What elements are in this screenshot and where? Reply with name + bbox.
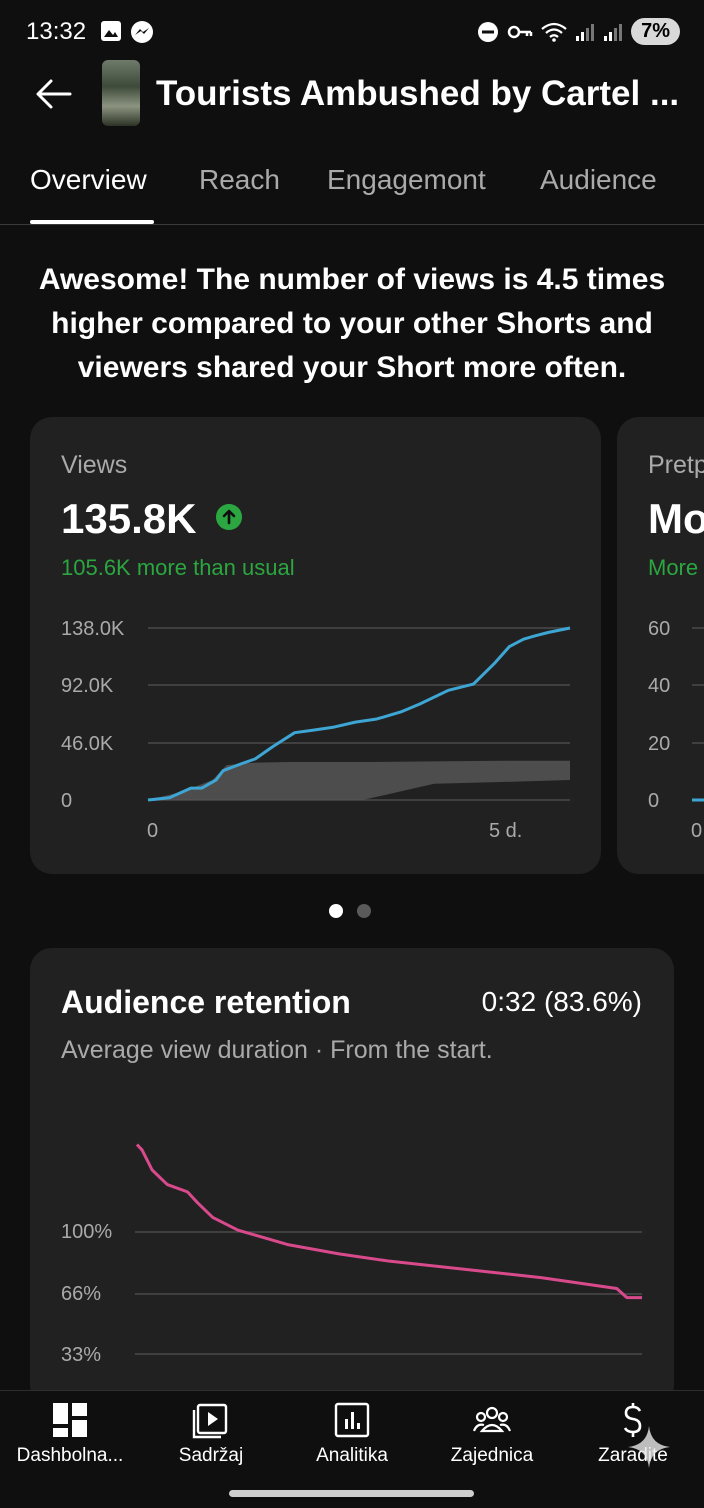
retention-value: 0:32 (83.6%) bbox=[481, 986, 642, 1017]
sparkle-icon bbox=[628, 1426, 670, 1468]
wifi-icon bbox=[541, 22, 567, 42]
dnd-icon bbox=[478, 21, 499, 42]
nav-community[interactable]: Zajednica bbox=[422, 1401, 562, 1467]
insight-headline: Awesome! The number of views is 4.5 time… bbox=[38, 263, 666, 384]
next-metric-y-tick: 40 bbox=[648, 675, 671, 697]
active-tab-indicator bbox=[30, 220, 154, 224]
next-metric-label: Pretp bbox=[648, 451, 704, 479]
nav-label: Dashbolna... bbox=[16, 1445, 124, 1466]
next-metric-chart bbox=[692, 627, 704, 802]
battery-indicator: 7% bbox=[631, 18, 680, 45]
next-metric-y-tick: 60 bbox=[648, 618, 671, 640]
views-series-line bbox=[147, 626, 571, 802]
tab-audience[interactable]: Audience bbox=[540, 164, 657, 195]
retention-y-tick: 33% bbox=[61, 1344, 102, 1366]
earn-icon bbox=[623, 1403, 642, 1437]
retention-y-tick: 66% bbox=[61, 1283, 102, 1305]
back-arrow-icon[interactable] bbox=[34, 76, 74, 112]
carousel-dot-active[interactable] bbox=[329, 904, 343, 918]
home-indicator[interactable] bbox=[229, 1490, 474, 1497]
retention-series-line bbox=[135, 1143, 642, 1300]
retention-subtitle: Average view duration · From the start. bbox=[61, 1036, 493, 1064]
signal-roaming-icon bbox=[604, 23, 623, 41]
next-metric-y-tick: 20 bbox=[648, 733, 671, 755]
next-metric-comparison: More bbox=[648, 555, 699, 580]
nav-content[interactable]: Sadržaj bbox=[141, 1401, 281, 1467]
app-header: Tourists Ambushed by Cartel ... bbox=[0, 60, 704, 130]
content-icon bbox=[192, 1403, 228, 1439]
retention-title: Audience retention bbox=[61, 984, 351, 1020]
nav-dashboard[interactable]: Dashbolna... bbox=[0, 1401, 140, 1467]
analytics-tabs: Overview Reach Engagemont Audience bbox=[0, 150, 704, 225]
tab-engagement[interactable]: Engagemont bbox=[327, 164, 486, 195]
video-title: Tourists Ambushed by Cartel ... bbox=[156, 74, 680, 113]
next-metric-value: Mo bbox=[648, 495, 704, 542]
views-y-tick: 92.0K bbox=[61, 675, 114, 697]
nav-label: Sadržaj bbox=[178, 1445, 244, 1466]
status-bar: 13:32 7% bbox=[0, 0, 704, 64]
community-icon bbox=[473, 1406, 511, 1433]
video-thumbnail bbox=[102, 60, 140, 126]
views-value: 135.8K bbox=[61, 495, 197, 542]
views-card[interactable]: Views 135.8K 105.6K more than usual 138.… bbox=[30, 417, 601, 874]
nav-label: Zajednica bbox=[450, 1445, 534, 1466]
views-x-tick: 5 d. bbox=[489, 820, 523, 842]
gallery-notification-icon bbox=[101, 21, 121, 41]
views-y-tick: 138.0K bbox=[61, 618, 125, 640]
bottom-navigation: Dashbolna... Sadržaj Analitika Zajednica bbox=[0, 1390, 704, 1508]
views-label: Views bbox=[61, 451, 128, 479]
messenger-notification-icon bbox=[131, 21, 153, 43]
vpn-key-icon bbox=[507, 25, 533, 38]
analytics-icon bbox=[334, 1402, 370, 1438]
views-x-tick: 0 bbox=[147, 820, 159, 842]
views-y-tick: 46.0K bbox=[61, 733, 114, 755]
retention-y-tick: 100% bbox=[61, 1221, 113, 1243]
carousel-dot[interactable] bbox=[357, 904, 371, 918]
notification-icons bbox=[100, 20, 154, 44]
views-chart bbox=[147, 626, 571, 802]
tab-overview[interactable]: Overview bbox=[30, 164, 147, 195]
nav-analytics[interactable]: Analitika bbox=[282, 1401, 422, 1467]
nav-label: Analitika bbox=[316, 1445, 388, 1466]
tab-reach[interactable]: Reach bbox=[199, 164, 280, 195]
views-comparison: 105.6K more than usual bbox=[61, 555, 295, 580]
dashboard-icon bbox=[53, 1403, 87, 1437]
carousel-pagination bbox=[329, 904, 371, 918]
status-time: 13:32 bbox=[26, 18, 87, 45]
typical-range-area bbox=[148, 760, 570, 800]
system-icons: 7% bbox=[477, 18, 680, 45]
next-metric-card[interactable]: Pretp Mo More 60 40 20 0 0 bbox=[617, 417, 704, 874]
signal-icon bbox=[576, 23, 595, 41]
next-metric-y-tick: 0 bbox=[648, 790, 660, 812]
next-metric-x-tick: 0 bbox=[691, 820, 703, 842]
trend-up-icon bbox=[216, 504, 242, 530]
audience-retention-card[interactable]: Audience retention 0:32 (83.6%) Average … bbox=[30, 948, 674, 1408]
views-y-tick: 0 bbox=[61, 790, 73, 812]
